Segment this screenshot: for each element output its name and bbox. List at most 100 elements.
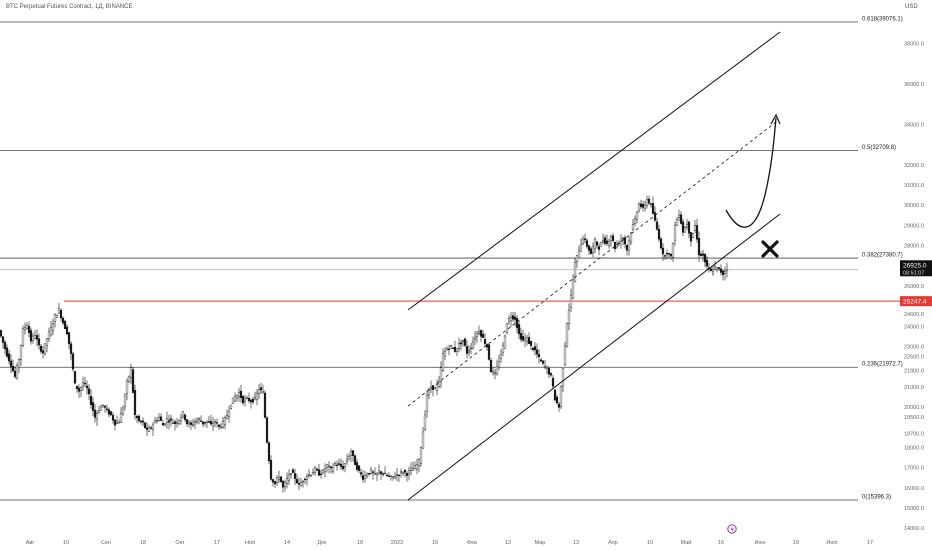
candle-down <box>207 421 211 423</box>
candle-down <box>405 473 409 476</box>
candle-down <box>341 466 345 470</box>
candle-up <box>229 404 233 409</box>
time-tick-label: Сен <box>101 540 111 546</box>
candle-up <box>383 472 387 475</box>
candle-down <box>39 346 43 352</box>
candle-down <box>93 409 97 418</box>
candle-down <box>359 472 363 475</box>
candle-down <box>173 421 177 424</box>
candle-up <box>471 341 475 349</box>
candle-up <box>637 204 641 212</box>
candle-up <box>491 371 495 373</box>
candle-up <box>299 482 303 487</box>
candle-down <box>681 221 685 233</box>
candle-up <box>57 308 61 314</box>
candle-down <box>461 340 465 342</box>
price-tick-label: 38000.0 <box>904 42 924 48</box>
candle-up <box>33 335 37 339</box>
candle-up <box>723 271 727 274</box>
candle-down <box>623 237 627 245</box>
candle-up <box>691 232 695 238</box>
candle-up <box>117 422 121 424</box>
price-tick-label: 18700.0 <box>904 431 924 437</box>
candle-down <box>655 221 659 230</box>
candle-up <box>51 323 55 331</box>
candle-down <box>281 481 285 488</box>
price-tick-label: 24000.0 <box>904 324 924 330</box>
candle-up <box>129 367 133 378</box>
candle-up <box>305 476 309 480</box>
candle-up <box>615 244 619 248</box>
candle-up <box>193 421 197 423</box>
candle-down <box>465 346 469 354</box>
candle-up <box>575 255 579 263</box>
time-tick-label: Июл <box>826 540 837 546</box>
candle-up <box>473 337 477 341</box>
time-tick-label: 13 <box>505 540 511 546</box>
candle-down <box>551 377 555 387</box>
price-tick-label: 31000.0 <box>904 183 924 189</box>
candle-down <box>145 427 149 430</box>
candle-up <box>559 386 563 407</box>
candle-down <box>661 247 665 255</box>
candle-down <box>265 417 269 443</box>
candle-up <box>275 477 279 483</box>
candle-down <box>489 359 493 373</box>
candle-up <box>301 480 305 483</box>
candle-down <box>199 420 203 422</box>
candle-up <box>413 465 417 469</box>
price-axis: 14000.0 15000.0 16000.0 17000.0 18000.0 18700… <box>900 42 932 532</box>
candle-up <box>95 413 99 420</box>
candle-up <box>423 414 427 430</box>
candle-down <box>75 385 79 389</box>
channel-mid-line <box>407 121 777 407</box>
candle-down <box>447 348 451 350</box>
candle-down <box>603 237 607 244</box>
candle-down <box>351 450 355 456</box>
candle-down <box>73 371 77 384</box>
candle-down <box>535 349 539 355</box>
fib-label: 0.236(21972.7) <box>862 362 903 368</box>
candle-up <box>629 232 633 243</box>
candle-down <box>649 203 653 205</box>
candle-up <box>505 323 509 334</box>
candle-down <box>355 462 359 470</box>
candle-up <box>425 395 429 412</box>
time-tick-label: Июн <box>754 540 765 546</box>
price-tick-label: 14000.0 <box>904 526 924 532</box>
candle-down <box>541 360 545 364</box>
candle-up <box>213 421 217 423</box>
candle-up <box>235 394 239 399</box>
candle-up <box>191 424 195 426</box>
price-tick-label: 36000.0 <box>904 82 924 88</box>
candle-up <box>243 398 247 402</box>
time-tick-label: Мар <box>535 540 546 546</box>
candle-up <box>205 420 209 423</box>
candle-up <box>561 368 565 387</box>
candle-down <box>161 423 165 426</box>
candle-up <box>227 410 231 417</box>
candle-up <box>221 421 225 428</box>
candle-up <box>333 463 337 466</box>
candle-up <box>683 227 687 233</box>
candle-up <box>147 427 151 432</box>
candle-down <box>35 335 39 340</box>
candle-down <box>639 203 643 207</box>
candle-up <box>171 422 175 424</box>
candle-down <box>667 253 671 255</box>
candle-up <box>101 404 105 406</box>
price-tick-label: 21800.0 <box>904 369 924 375</box>
last-price-label: 26925.0 <box>903 262 927 269</box>
candle-down <box>109 411 113 416</box>
candle-up <box>503 335 507 349</box>
candle-down <box>397 474 401 476</box>
candle-down <box>3 341 7 350</box>
candle-up <box>345 459 349 463</box>
candle-up <box>389 475 393 477</box>
time-axis: Авг 10 Сен 18 Окт 17 Ноя 14 Дек 18 2023 16 Фев 13 Мар 1… <box>26 524 873 546</box>
time-tick-label: 19 <box>793 540 799 546</box>
candle-up <box>509 317 513 321</box>
candle-down <box>585 240 589 247</box>
